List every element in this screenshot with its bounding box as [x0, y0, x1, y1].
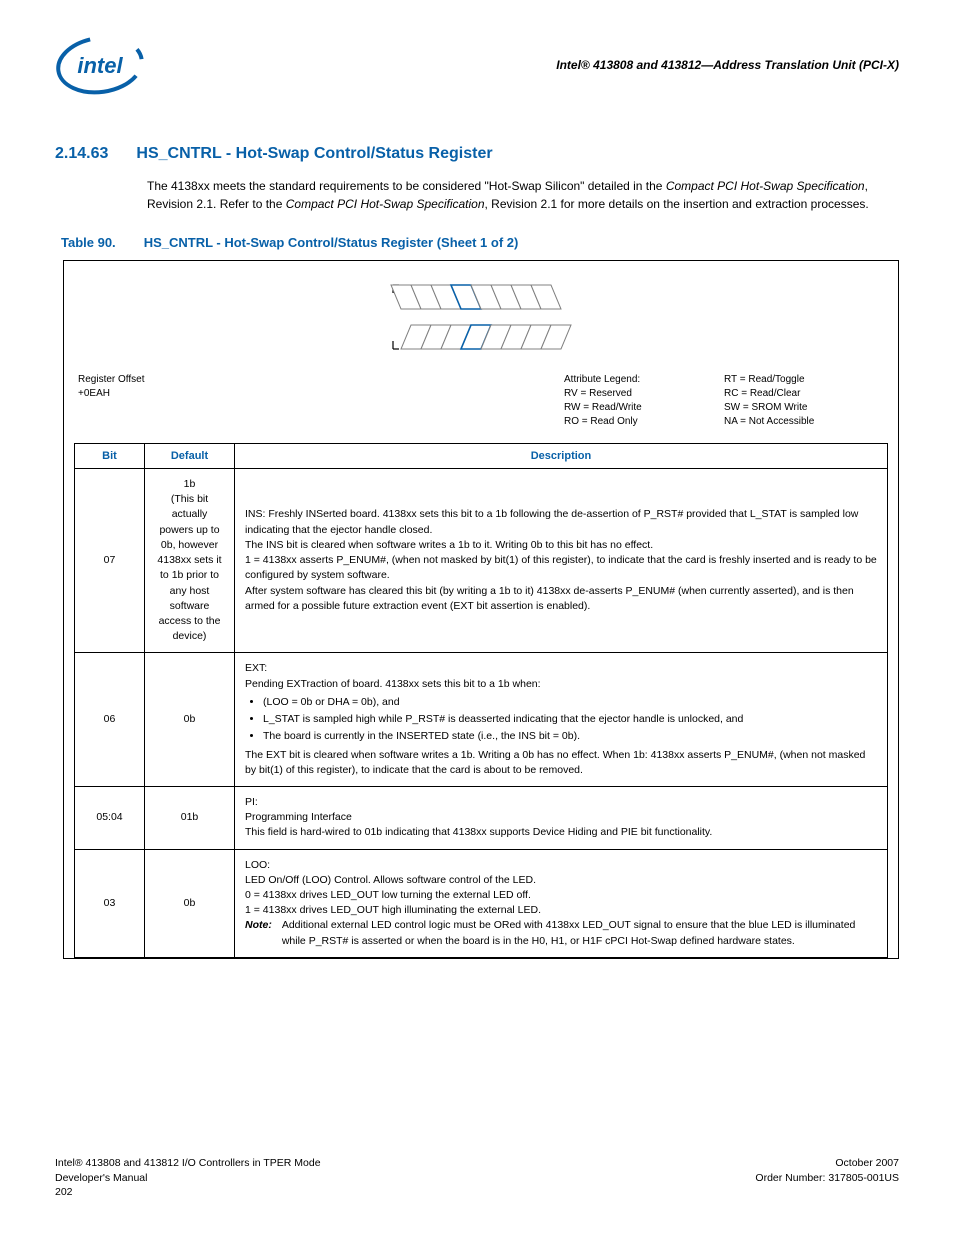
- attr-right-1: RC = Read/Clear: [724, 387, 884, 401]
- attr-right-2: SW = SROM Write: [724, 401, 884, 415]
- col-bit: Bit: [75, 444, 145, 469]
- offset-label: Register Offset: [78, 373, 564, 387]
- footer-right1: October 2007: [755, 1156, 899, 1171]
- cell-bit: 03: [75, 849, 145, 957]
- attr-legend-mid: Attribute Legend: RV = Reserved RW = Rea…: [564, 373, 724, 429]
- register-table: Bit Default Description 071b(This bit ac…: [74, 443, 888, 958]
- cell-bit: 06: [75, 653, 145, 787]
- attr-legend-right: RT = Read/Toggle RC = Read/Clear SW = SR…: [724, 373, 884, 429]
- section-title: HS_CNTRL - Hot-Swap Control/Status Regis…: [136, 145, 492, 163]
- cell-description: INS: Freshly INSerted board. 4138xx sets…: [235, 469, 888, 653]
- body-pre: The 4138xx meets the standard requiremen…: [147, 179, 666, 193]
- attr-right-0: RT = Read/Toggle: [724, 373, 884, 387]
- intel-logo-svg: intel: [55, 35, 145, 95]
- legend-row: Register Offset +0EAH Attribute Legend: …: [74, 373, 888, 429]
- table-header-row: Bit Default Description: [75, 444, 888, 469]
- attr-right-3: NA = Not Accessible: [724, 415, 884, 429]
- table-title: HS_CNTRL - Hot-Swap Control/Status Regis…: [144, 235, 519, 250]
- table-row: 030bLOO:LED On/Off (LOO) Control. Allows…: [75, 849, 888, 957]
- cell-default: 01b: [145, 786, 235, 849]
- table-number: Table 90.: [61, 235, 116, 250]
- footer-left: Intel® 413808 and 413812 I/O Controllers…: [55, 1156, 321, 1200]
- intel-logo: intel: [55, 35, 145, 95]
- cell-bit: 05:04: [75, 786, 145, 849]
- table-caption: Table 90. HS_CNTRL - Hot-Swap Control/St…: [55, 235, 899, 250]
- footer-right2: Order Number: 317805-001US: [755, 1171, 899, 1186]
- footer-right: October 2007 Order Number: 317805-001US: [755, 1156, 899, 1200]
- footer-left1: Intel® 413808 and 413812 I/O Controllers…: [55, 1156, 321, 1171]
- col-default: Default: [145, 444, 235, 469]
- register-table-box: Register Offset +0EAH Attribute Legend: …: [63, 260, 899, 959]
- section-number: 2.14.63: [55, 145, 108, 163]
- bitfield-diagram: [74, 277, 888, 359]
- table-row: 060bEXT:Pending EXTraction of board. 413…: [75, 653, 888, 787]
- attr-mid-0: RV = Reserved: [564, 387, 724, 401]
- table-row: 05:0401bPI:Programming InterfaceThis fie…: [75, 786, 888, 849]
- attr-mid-1: RW = Read/Write: [564, 401, 724, 415]
- svg-text:intel: intel: [77, 53, 123, 78]
- section-body: The 4138xx meets the standard requiremen…: [147, 177, 899, 213]
- attr-heading: Attribute Legend:: [564, 373, 724, 387]
- offset-value: +0EAH: [78, 387, 564, 401]
- cell-description: PI:Programming InterfaceThis field is ha…: [235, 786, 888, 849]
- page-header: intel Intel® 413808 and 413812—Address T…: [55, 35, 899, 95]
- body-em2: Compact PCI Hot-Swap Specification: [286, 197, 485, 211]
- cell-default: 1b(This bit actually powers up to 0b, ho…: [145, 469, 235, 653]
- footer-left2: Developer's Manual: [55, 1171, 321, 1186]
- register-offset: Register Offset +0EAH: [78, 373, 564, 429]
- cell-default: 0b: [145, 849, 235, 957]
- body-em1: Compact PCI Hot-Swap Specification: [666, 179, 865, 193]
- attr-mid-2: RO = Read Only: [564, 415, 724, 429]
- table-row: 071b(This bit actually powers up to 0b, …: [75, 469, 888, 653]
- cell-bit: 07: [75, 469, 145, 653]
- cell-description: LOO:LED On/Off (LOO) Control. Allows sof…: [235, 849, 888, 957]
- bitfield-svg: [386, 277, 576, 359]
- col-description: Description: [235, 444, 888, 469]
- body-post: , Revision 2.1 for more details on the i…: [485, 197, 869, 211]
- footer-left3: 202: [55, 1185, 321, 1200]
- cell-description: EXT:Pending EXTraction of board. 4138xx …: [235, 653, 888, 787]
- page-footer: Intel® 413808 and 413812 I/O Controllers…: [55, 1156, 899, 1200]
- section-heading: 2.14.63 HS_CNTRL - Hot-Swap Control/Stat…: [55, 145, 899, 163]
- cell-default: 0b: [145, 653, 235, 787]
- header-doc-title: Intel® 413808 and 413812—Address Transla…: [556, 58, 899, 72]
